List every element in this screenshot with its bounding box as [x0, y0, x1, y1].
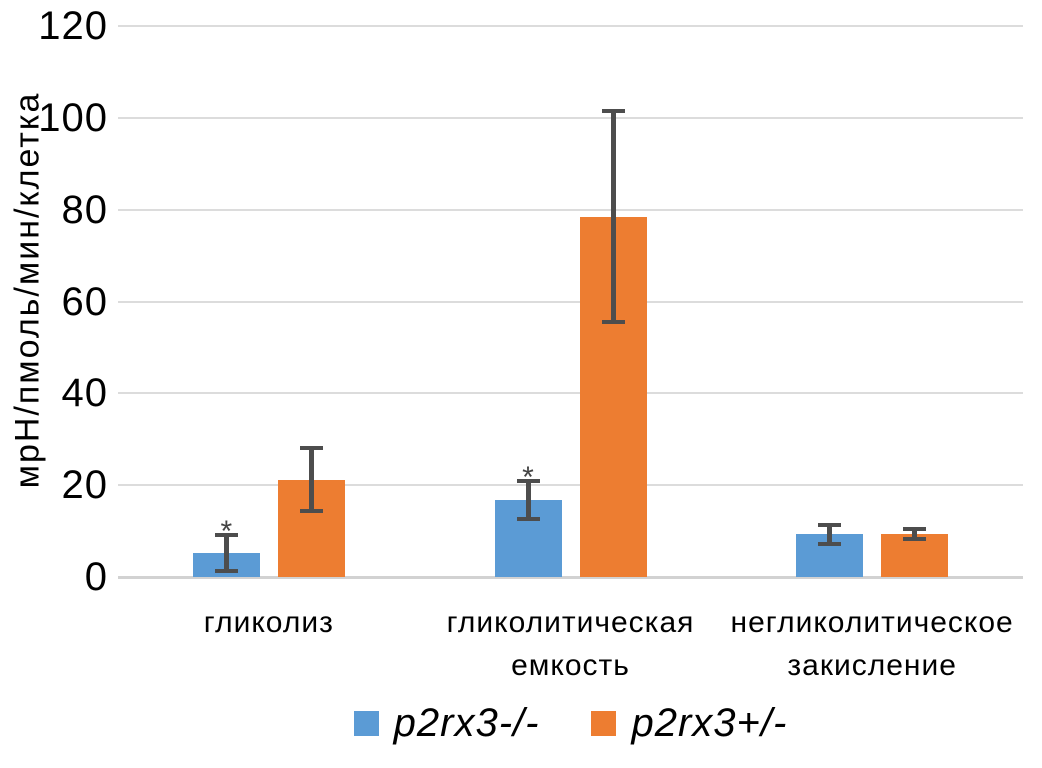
legend: p2rx3-/- p2rx3+/-	[118, 701, 1023, 746]
gridline	[118, 392, 1023, 395]
error-bar-line	[912, 529, 918, 540]
gridline	[118, 208, 1023, 211]
error-bar-cap-bottom	[818, 541, 842, 546]
error-bar-cap-bottom	[299, 508, 323, 513]
gridline	[118, 300, 1023, 303]
error-bar-line	[827, 524, 833, 544]
x-category-label: негликолитическое закисление	[730, 606, 1014, 682]
error-bar-cap-top	[601, 108, 625, 113]
legend-label: p2rx3-/-	[393, 701, 540, 745]
gridline	[118, 25, 1023, 27]
error-bar-cap-bottom	[214, 569, 238, 574]
significance-asterisk: *	[220, 514, 233, 548]
legend-swatch-blue	[353, 711, 379, 736]
x-axis-line	[118, 575, 1023, 579]
y-tick-label: 100	[38, 95, 108, 140]
error-bar-cap-bottom	[903, 537, 927, 542]
legend-item-p2rx3-plus-minus: p2rx3+/-	[591, 701, 787, 746]
gridline	[118, 484, 1023, 487]
x-category-label: гликолитическая емкость	[446, 606, 695, 682]
x-category-label: гликолиз	[203, 606, 334, 639]
y-tick-label: 80	[61, 187, 108, 232]
error-bar-cap-top	[516, 478, 540, 483]
significance-asterisk: *	[522, 460, 534, 494]
error-bar-cap-bottom	[516, 517, 540, 522]
error-bar-cap-top	[818, 522, 842, 527]
error-bar-line	[610, 110, 616, 323]
error-bar-cap-bottom	[601, 320, 625, 325]
legend-label: p2rx3+/-	[631, 701, 788, 745]
y-tick-label: 40	[61, 371, 108, 416]
error-bar-line	[525, 480, 531, 520]
error-bar-cap-top	[903, 527, 927, 532]
y-tick-label: 20	[61, 463, 108, 508]
legend-swatch-orange	[591, 711, 617, 736]
legend-item-p2rx3-minus-minus: p2rx3-/-	[353, 701, 540, 746]
y-tick-label: 0	[84, 555, 108, 599]
y-tick-label: 120	[38, 4, 108, 48]
plot-area: * *	[118, 25, 1023, 579]
error-bar-cap-top	[214, 532, 238, 537]
error-bar-line	[308, 448, 314, 511]
gridline	[118, 116, 1023, 119]
bar-s2-g3	[881, 534, 949, 577]
y-tick-label: 60	[61, 279, 108, 324]
error-bar-cap-top	[299, 446, 323, 451]
error-bar-line	[223, 534, 229, 572]
